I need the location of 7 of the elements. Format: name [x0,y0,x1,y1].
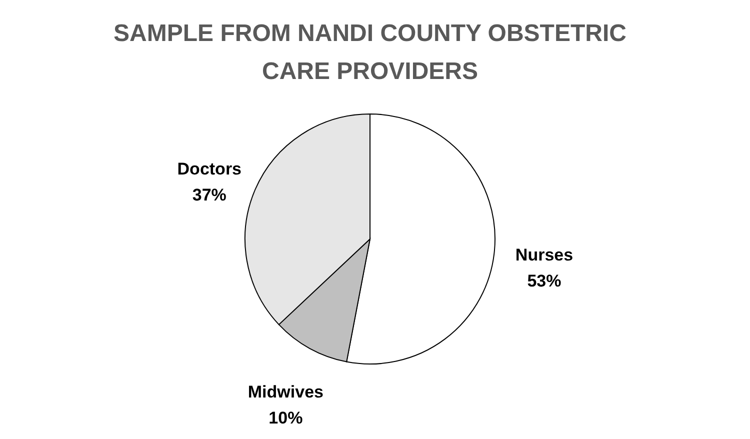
data-label: 10% [268,408,303,428]
slice-label: Nurses [515,245,574,264]
slice-label: Doctors [177,160,242,178]
data-label: 53% [527,271,562,290]
data-label: 37% [192,186,226,204]
slice-label: Midwives [248,382,324,402]
chart-title: SAMPLE FROM NANDI COUNTY OBSTETRIC CARE PROVIDERS [114,20,626,85]
